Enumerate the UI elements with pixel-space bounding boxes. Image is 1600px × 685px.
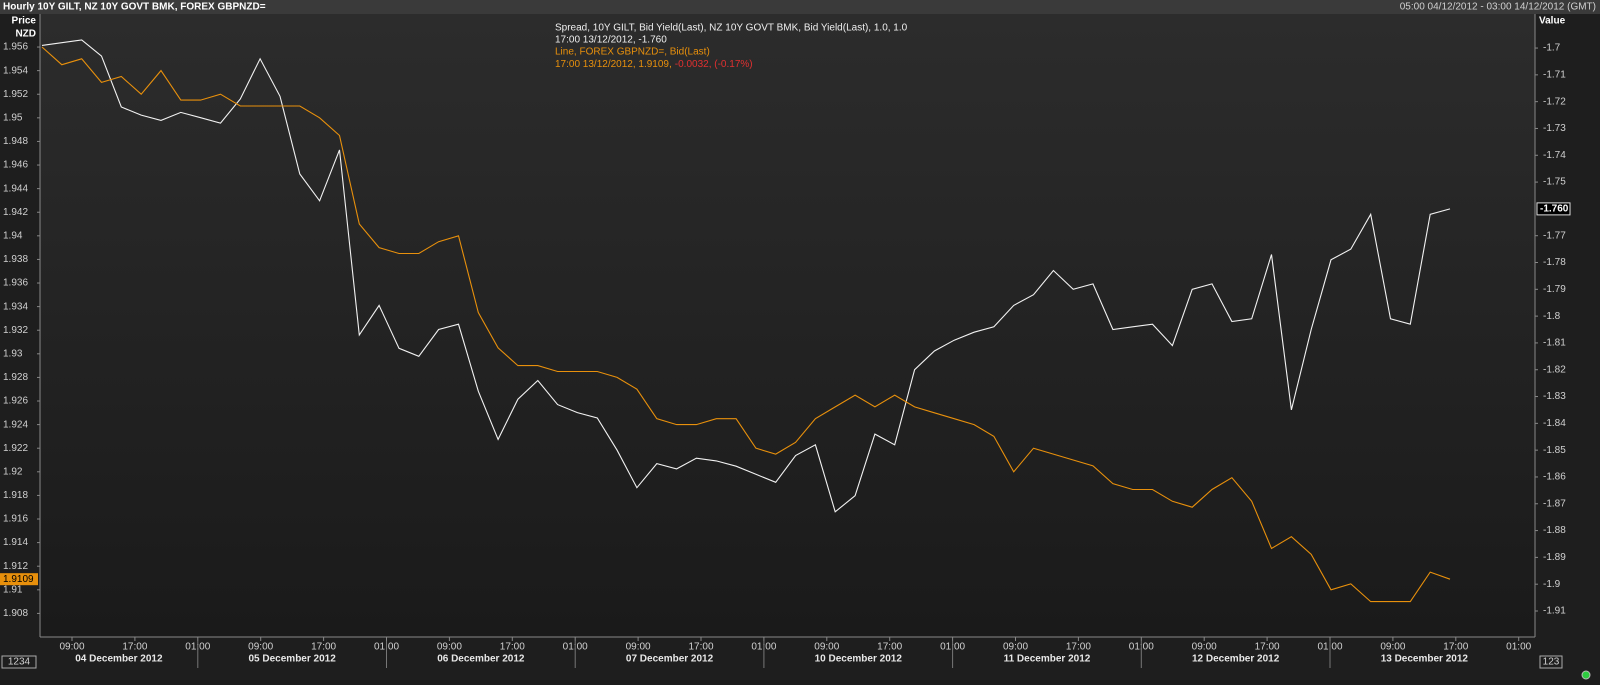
x-tick-label: 09:00 (1003, 642, 1028, 653)
header-range: 05:00 04/12/2012 - 03:00 14/12/2012 (GMT… (1400, 2, 1596, 13)
y2-tick-label: -1.89 (1543, 552, 1566, 563)
y2-tick-label: -1.79 (1543, 284, 1566, 295)
y-unit: NZD (15, 29, 36, 40)
legend-info-0: 17:00 13/12/2012, -1.760 (555, 35, 667, 46)
date-label: 11 December 2012 (1004, 654, 1091, 665)
corner-box-left (1, 655, 37, 669)
date-label: 04 December 2012 (75, 654, 163, 665)
x-tick-label: 01:00 (1506, 642, 1531, 653)
y2-tick-label: -1.91 (1543, 606, 1566, 617)
x-tick-label: 09:00 (626, 642, 651, 653)
corner-label-right: 123 (1543, 657, 1560, 668)
x-tick-label: 09:00 (59, 642, 84, 653)
x-tick-label: 17:00 (1066, 642, 1091, 653)
y-tick-label: 1.924 (3, 419, 28, 430)
y2-tick-label: -1.88 (1543, 525, 1566, 536)
y2-tick-label: -1.72 (1543, 96, 1566, 107)
y-tick-label: 1.94 (3, 230, 23, 241)
x-tick-label: 09:00 (437, 642, 462, 653)
y-tick-label: 1.912 (3, 561, 28, 572)
x-tick-label: 17:00 (688, 642, 713, 653)
y-tick-label: 1.956 (3, 42, 28, 53)
y2-tick-label: -1.85 (1543, 445, 1566, 456)
y-tick-label: 1.954 (3, 65, 28, 76)
y-tick-label: 1.928 (3, 372, 28, 383)
date-label: 10 December 2012 (815, 654, 903, 665)
legend-series-0: Spread, 10Y GILT, Bid Yield(Last), NZ 10… (555, 23, 908, 34)
legend-info-1-text: 17:00 13/12/2012, 1.9109, (555, 59, 672, 70)
date-label: 06 December 2012 (437, 654, 525, 665)
y2-tick-label: -1.7 (1543, 43, 1561, 54)
y-tick-label: 1.942 (3, 207, 28, 218)
x-tick-label: 17:00 (877, 642, 902, 653)
plot-area (40, 14, 1535, 637)
y-tick-label: 1.944 (3, 183, 28, 194)
y2-tick-label: -1.9 (1543, 579, 1561, 590)
last-value-box (1536, 202, 1571, 216)
y2-tick-label: -1.84 (1543, 418, 1566, 429)
y-tick-label: 1.93 (3, 348, 23, 359)
series-line (41, 46, 1451, 603)
y2-tick-label: -1.81 (1543, 338, 1566, 349)
y-tick-label: 1.952 (3, 89, 28, 100)
y2-tick-label: -1.77 (1543, 230, 1566, 241)
header-title: Hourly 10Y GILT, NZ 10Y GOVT BMK, FOREX … (3, 2, 266, 13)
legend: Spread, 10Y GILT, Bid Yield(Last), NZ 10… (555, 23, 908, 70)
y-tick-label: 1.92 (3, 466, 23, 477)
y2-tick-label: -1.74 (1543, 150, 1566, 161)
y-tick-label: 1.926 (3, 396, 28, 407)
corner-label-left: 1234 (8, 657, 31, 668)
header-bar (0, 0, 1600, 14)
legend-change: -0.0032, (-0.17%) (675, 59, 753, 70)
y-tick-label: 1.934 (3, 301, 28, 312)
y2-tick-label: -1.78 (1543, 257, 1566, 268)
x-tick-label: 09:00 (814, 642, 839, 653)
y2-tick-label: -1.86 (1543, 472, 1566, 483)
y-tick-label: 1.932 (3, 325, 28, 336)
x-tick-label: 17:00 (500, 642, 525, 653)
y2-tick-label: -1.71 (1543, 69, 1566, 80)
legend-info-1: 17:00 13/12/2012, 1.9109, -0.0032, (-0.17… (555, 59, 753, 70)
date-label: 07 December 2012 (626, 654, 714, 665)
y-tick-label: 1.918 (3, 490, 28, 501)
x-tick-label: 17:00 (1255, 642, 1280, 653)
y2-title: Value (1539, 16, 1566, 27)
y-tick-label: 1.948 (3, 136, 28, 147)
date-label: 05 December 2012 (249, 654, 337, 665)
y-tick-label: 1.916 (3, 514, 28, 525)
y-title: Price (12, 16, 37, 27)
x-tick-label: 17:00 (311, 642, 336, 653)
x-tick-label: 09:00 (1192, 642, 1217, 653)
y-tick-label: 1.95 (3, 112, 23, 123)
y-tick-label: 1.946 (3, 160, 28, 171)
last-value-box (0, 573, 38, 586)
last-value-label: -1.760 (1540, 204, 1569, 215)
y-tick-label: 1.914 (3, 537, 28, 548)
date-label: 12 December 2012 (1192, 654, 1280, 665)
corner-box-right (1539, 655, 1563, 669)
status-dot (1581, 670, 1591, 680)
y-tick-label: 1.936 (3, 278, 28, 289)
y-tick-label: 1.938 (3, 254, 28, 265)
x-tick-label: 17:00 (122, 642, 147, 653)
y-tick-label: 1.922 (3, 443, 28, 454)
last-value-label: 1.9109 (3, 574, 34, 585)
y2-tick-label: -1.83 (1543, 391, 1566, 402)
series-line (41, 39, 1451, 513)
legend-series-1: Line, FOREX GBPNZD=, Bid(Last) (555, 47, 710, 58)
x-tick-label: 09:00 (1380, 642, 1405, 653)
y2-tick-label: -1.82 (1543, 364, 1566, 375)
x-tick-label: 09:00 (248, 642, 273, 653)
y2-tick-label: -1.8 (1543, 311, 1561, 322)
y2-tick-label: -1.87 (1543, 498, 1566, 509)
y-tick-label: 1.908 (3, 608, 28, 619)
date-label: 13 December 2012 (1381, 654, 1469, 665)
y-tick-label: 1.91 (3, 584, 23, 595)
x-tick-label: 17:00 (1443, 642, 1468, 653)
y2-tick-label: -1.73 (1543, 123, 1566, 134)
y2-tick-label: -1.75 (1543, 177, 1566, 188)
